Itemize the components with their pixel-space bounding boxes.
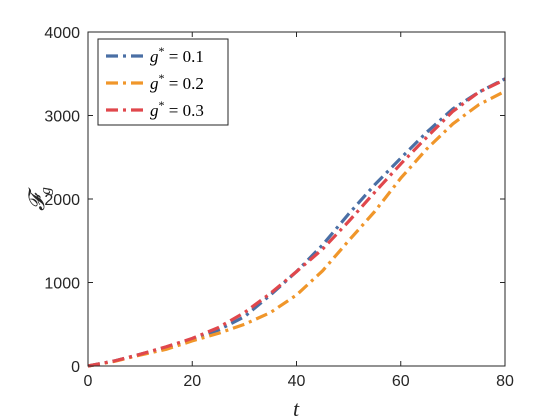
- x-tick-label: 20: [183, 373, 201, 390]
- y-tick-label: 3000: [44, 109, 80, 126]
- x-tick-label: 40: [288, 373, 306, 390]
- x-tick-label: 60: [392, 373, 410, 390]
- y-tick-label: 1000: [44, 276, 80, 293]
- y-tick-label: 0: [71, 359, 80, 376]
- series-line-3: [87, 78, 506, 368]
- series-layer: [87, 77, 506, 368]
- legend-label-3: g* = 0.3: [150, 98, 204, 120]
- legend-box: [97, 38, 229, 126]
- series-line-2: [87, 89, 506, 368]
- legend-label-2: g* = 0.2: [150, 71, 204, 93]
- legend-label-1: g* = 0.1: [150, 44, 204, 66]
- legend: g* = 0.1 g* = 0.2 g* = 0.3: [97, 38, 229, 126]
- y-tick-label: 4000: [44, 25, 80, 42]
- ticks-layer: 0 20 40 60 80 0 1000 2000 3000 4000: [44, 25, 514, 390]
- x-tick-label: 0: [84, 373, 93, 390]
- y-axis-label-sub: g: [38, 187, 54, 195]
- x-axis-label: t: [293, 396, 300, 420]
- x-tick-label: 80: [496, 373, 514, 390]
- y-tick-label: 2000: [44, 192, 80, 209]
